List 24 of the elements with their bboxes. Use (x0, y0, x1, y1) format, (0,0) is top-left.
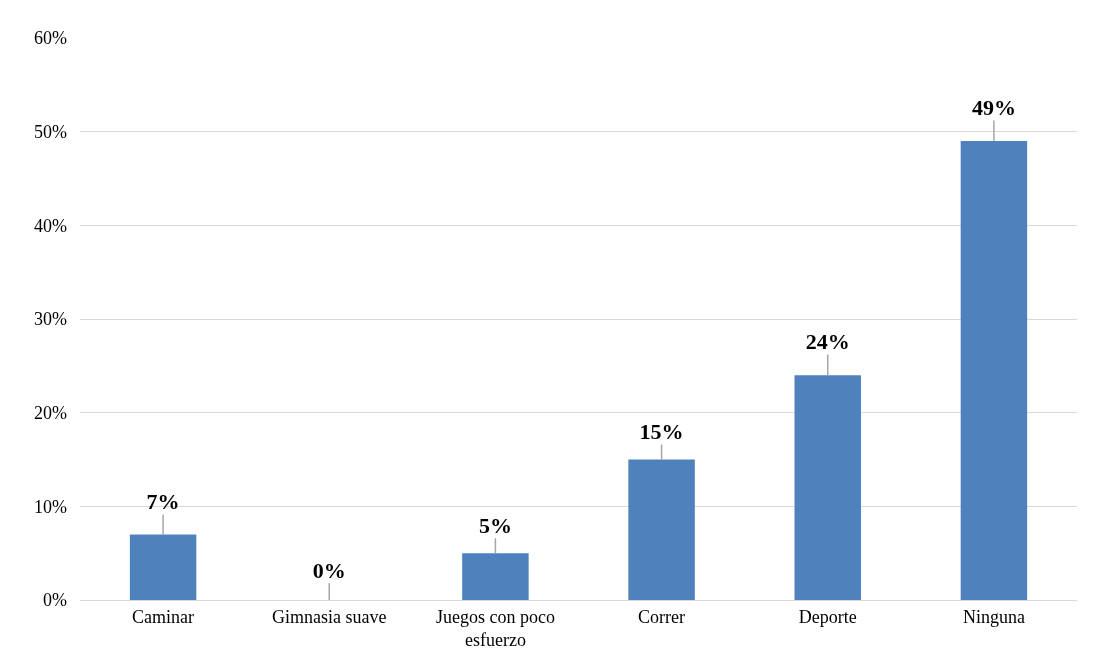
data-label: 24% (805, 329, 850, 355)
y-tick-label: 10% (34, 496, 67, 517)
x-tick-label: Ninguna (962, 606, 1025, 627)
x-tick-label: Juegos con poco esfuerzo (435, 606, 555, 650)
bar (794, 375, 861, 600)
bar (628, 459, 695, 600)
bar (960, 141, 1028, 600)
x-tick-label: Correr (638, 606, 686, 627)
y-tick-label: 60% (34, 28, 67, 49)
y-tick-label: 0% (43, 590, 67, 611)
data-label: 49% (971, 94, 1016, 120)
y-tick-label: 30% (34, 309, 67, 330)
x-tick-label: Caminar (132, 606, 195, 627)
data-label: 15% (639, 419, 684, 445)
x-tick-label: Gimnasia suave (272, 606, 387, 627)
data-label: 5% (478, 512, 512, 538)
y-tick-label: 40% (34, 215, 67, 236)
bar (129, 534, 197, 600)
bar (462, 553, 529, 600)
x-tick-label: Deporte (798, 606, 857, 627)
data-label: 0% (312, 557, 346, 583)
data-label: 7% (146, 489, 180, 515)
y-tick-label: 50% (34, 121, 67, 142)
y-tick-label: 20% (34, 402, 67, 423)
